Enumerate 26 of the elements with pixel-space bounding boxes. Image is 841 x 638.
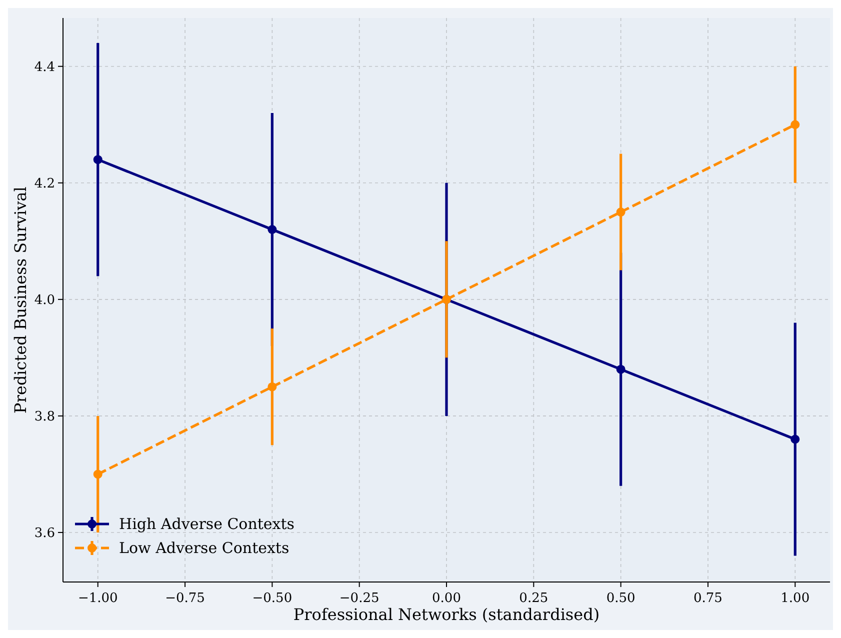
x-tick-label: 0.25 — [519, 591, 548, 606]
x-axis-title: Professional Networks (standardised) — [293, 605, 600, 624]
point — [790, 120, 800, 130]
point — [93, 470, 102, 479]
y-tick-label: 4.4 — [34, 60, 55, 75]
x-tick-label: 1.00 — [780, 591, 810, 606]
x-tick-label: 0.50 — [606, 591, 636, 606]
point — [790, 434, 800, 444]
point — [268, 382, 277, 392]
y-tick-label: 4.2 — [34, 176, 55, 192]
legend-label: High Adverse Contexts — [119, 515, 294, 533]
x-tick-label: −0.75 — [165, 591, 205, 606]
y-tick-label: 4.0 — [34, 292, 55, 308]
x-tick-label: 0.00 — [432, 591, 461, 606]
x-tick-label: −0.50 — [252, 591, 292, 606]
point — [268, 225, 277, 234]
point — [93, 155, 102, 164]
y-axis-title: Predicted Business Survival — [11, 186, 30, 414]
y-tick-label: 3.8 — [34, 409, 55, 424]
x-tick-label: 0.75 — [694, 591, 722, 606]
point — [616, 208, 626, 217]
x-tick-label: −1.00 — [78, 591, 118, 606]
legend-label: Low Adverse Contexts — [119, 539, 290, 557]
y-tick-label: 3.6 — [34, 526, 55, 541]
point — [616, 364, 626, 374]
x-tick-label: −0.25 — [339, 591, 380, 606]
